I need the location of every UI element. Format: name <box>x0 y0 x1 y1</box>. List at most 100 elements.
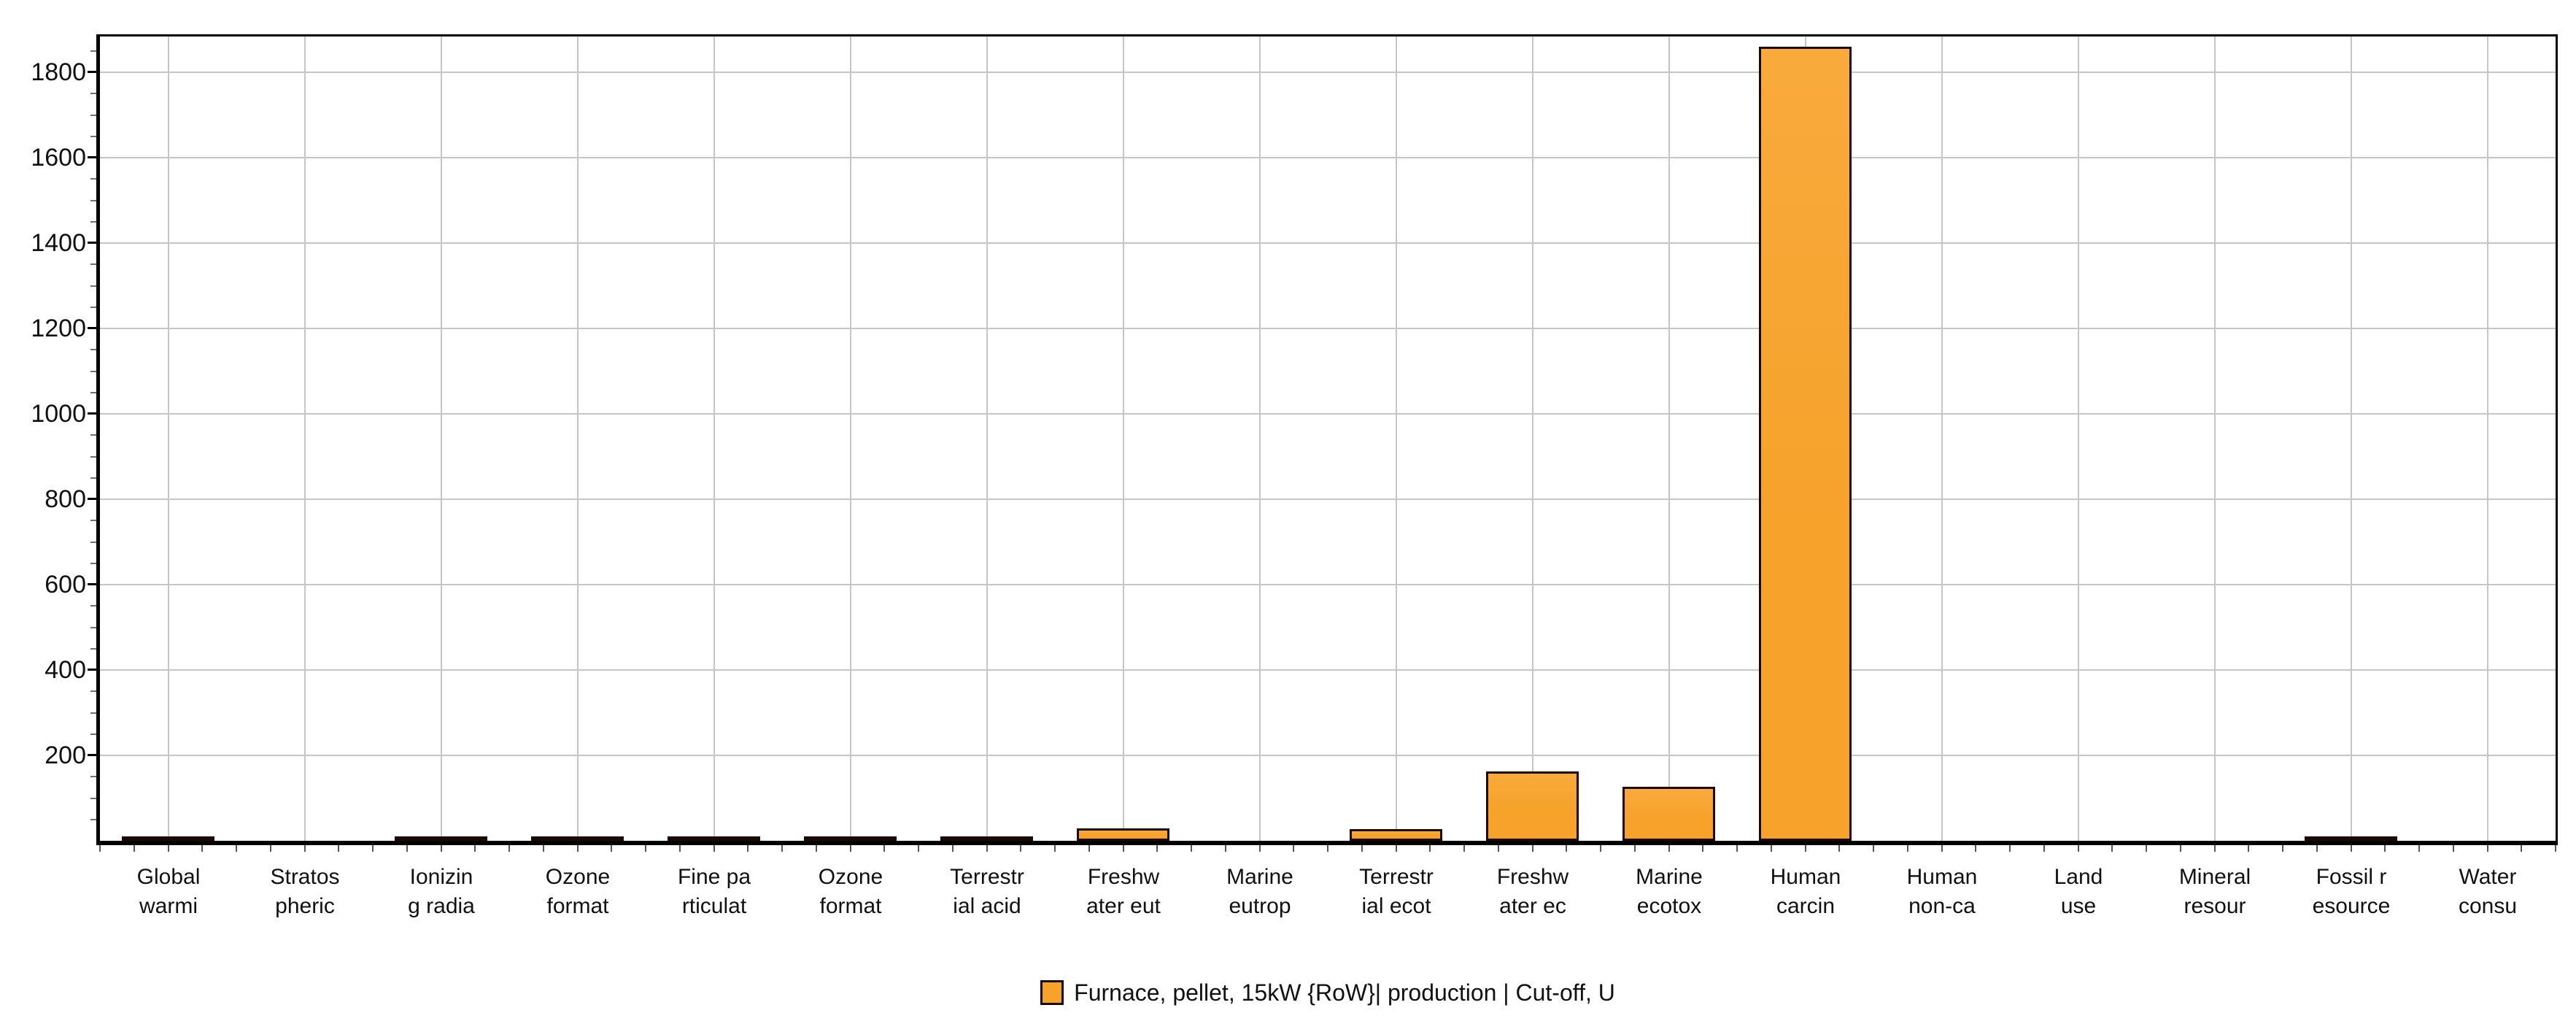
v-gridline <box>850 36 851 841</box>
x-minor-tick <box>474 845 476 852</box>
bar <box>2305 836 2397 841</box>
x-minor-tick <box>645 845 646 852</box>
plot-area <box>88 34 2558 845</box>
category-label: Land use <box>2054 865 2103 918</box>
h-gridline <box>100 242 2556 244</box>
bar <box>395 836 487 841</box>
v-gridline <box>1259 36 1261 841</box>
x-minor-tick <box>1463 845 1465 852</box>
x-minor-tick <box>168 845 169 852</box>
x-minor-tick <box>1088 845 1090 852</box>
x-minor-tick <box>1736 845 1738 852</box>
y-axis-tick-label: 1400 <box>31 229 86 258</box>
x-minor-tick <box>270 845 271 852</box>
v-gridline <box>1396 36 1397 841</box>
category-label: Ionizin g radia <box>408 865 475 918</box>
y-minor-tick <box>90 690 96 693</box>
bar <box>668 836 760 841</box>
x-minor-tick <box>1532 845 1533 852</box>
x-minor-tick <box>986 845 988 852</box>
y-axis-tick-label: 1200 <box>31 315 86 343</box>
y-minor-tick <box>90 455 96 458</box>
x-minor-tick <box>850 845 851 852</box>
x-minor-tick <box>1156 845 1158 852</box>
x-minor-tick <box>1191 845 1192 852</box>
y-minor-tick <box>90 541 96 543</box>
y-major-tick <box>88 242 96 244</box>
x-minor-tick <box>2316 845 2318 852</box>
x-minor-tick <box>134 845 135 852</box>
bar <box>940 836 1033 841</box>
x-minor-tick <box>952 845 954 852</box>
category-label: Human carcin <box>1770 865 1841 918</box>
bar <box>1077 828 1169 841</box>
v-gridline <box>2078 36 2079 841</box>
y-minor-tick <box>90 114 96 116</box>
x-minor-tick <box>1327 845 1328 852</box>
v-gridline <box>2214 36 2216 841</box>
x-minor-tick <box>406 845 408 852</box>
category-label: Freshw ater ec <box>1496 865 1569 918</box>
y-minor-tick <box>90 370 96 372</box>
h-gridline <box>100 413 2556 415</box>
x-minor-tick <box>2487 845 2488 852</box>
x-minor-tick <box>2248 845 2249 852</box>
h-gridline <box>100 498 2556 501</box>
legend-label: Furnace, pellet, 15kW {RoW}| production … <box>1074 979 1615 1006</box>
y-minor-tick <box>90 733 96 735</box>
x-minor-tick <box>1873 845 1874 852</box>
x-minor-tick <box>577 845 579 852</box>
y-minor-tick <box>90 477 96 479</box>
y-axis-tick-label: 600 <box>45 571 86 599</box>
v-gridline <box>168 36 169 841</box>
v-gridline <box>304 36 306 841</box>
x-minor-tick <box>2418 845 2420 852</box>
category-label: Water consu <box>2458 865 2518 918</box>
x-minor-tick <box>1429 845 1431 852</box>
v-gridline <box>1123 36 1124 841</box>
x-minor-tick <box>1566 845 1567 852</box>
y-major-tick <box>88 583 96 586</box>
v-gridline <box>2487 36 2488 841</box>
x-minor-tick <box>1634 845 1636 852</box>
x-minor-tick <box>1361 845 1363 852</box>
x-minor-tick <box>1975 845 1976 852</box>
x-minor-tick <box>883 845 885 852</box>
y-minor-tick <box>90 562 96 564</box>
x-minor-tick <box>2180 845 2181 852</box>
x-minor-tick <box>2282 845 2283 852</box>
y-minor-tick <box>90 818 96 820</box>
h-gridline <box>100 584 2556 586</box>
y-axis-tick-label: 1000 <box>31 400 86 428</box>
x-minor-tick <box>1600 845 1601 852</box>
category-label: Ozone format <box>818 865 883 918</box>
x-minor-tick <box>679 845 681 852</box>
y-minor-tick <box>90 220 96 223</box>
x-minor-tick <box>508 845 510 852</box>
x-minor-tick <box>441 845 442 852</box>
x-minor-tick <box>2078 845 2079 852</box>
bar <box>804 836 897 841</box>
x-minor-tick <box>1225 845 1226 852</box>
y-major-tick <box>88 498 96 501</box>
x-minor-tick <box>2351 845 2352 852</box>
category-label: Global warmi <box>136 865 201 918</box>
y-minor-tick <box>90 50 96 52</box>
y-major-tick <box>88 669 96 671</box>
bar <box>1622 787 1715 841</box>
category-label: Human non-ca <box>1906 865 1978 918</box>
y-major-tick <box>88 156 96 159</box>
x-minor-tick <box>747 845 749 852</box>
x-minor-tick <box>338 845 339 852</box>
y-minor-tick <box>90 135 96 137</box>
x-minor-tick <box>2111 845 2113 852</box>
y-minor-tick <box>90 285 96 287</box>
bar <box>122 836 214 841</box>
y-minor-tick <box>90 306 96 308</box>
x-minor-tick <box>2453 845 2454 852</box>
h-gridline <box>100 755 2556 756</box>
category-label: Marine ecotox <box>1636 865 1703 918</box>
y-axis-tick-label: 1600 <box>31 144 86 172</box>
x-minor-tick <box>611 845 612 852</box>
